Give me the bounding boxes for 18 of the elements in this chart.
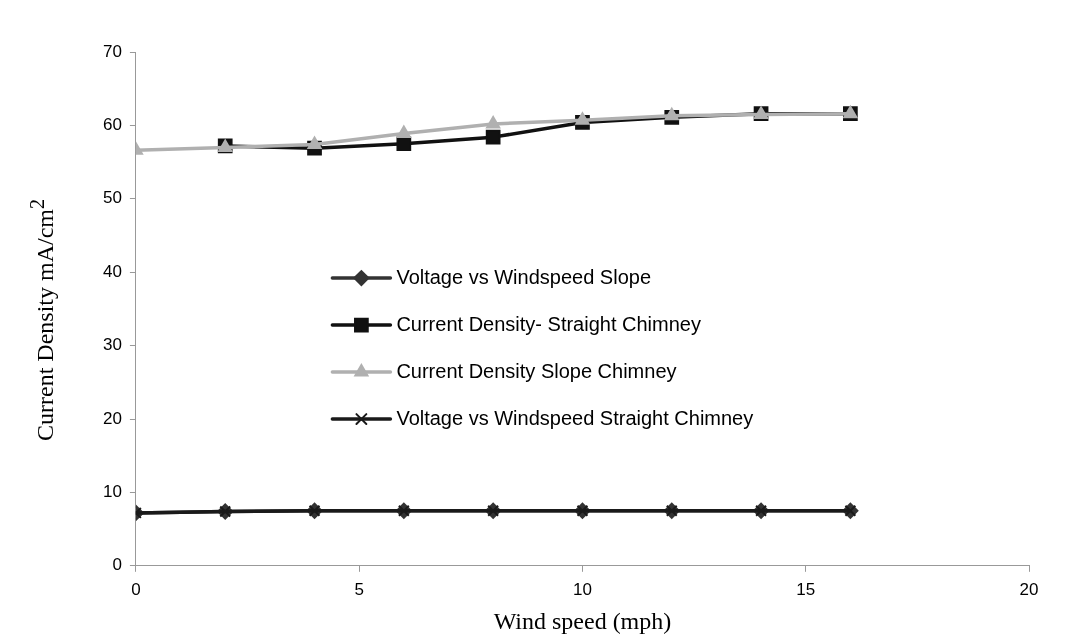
legend-label: Current Density- Straight Chimney bbox=[396, 312, 701, 335]
x-tick-label: 20 bbox=[1019, 579, 1039, 599]
y-tick-label: 20 bbox=[102, 408, 122, 428]
y-tick-label: 0 bbox=[112, 555, 122, 575]
y-tick-label: 30 bbox=[102, 335, 122, 355]
y-tick-label: 10 bbox=[102, 482, 122, 502]
legend-label: Current Density Slope Chimney bbox=[396, 359, 677, 382]
legend-label: Voltage vs Windspeed Slope bbox=[396, 265, 651, 288]
y-tick-label: 70 bbox=[102, 41, 122, 61]
x-axis-title: Wind speed (mph) bbox=[493, 607, 672, 634]
x-tick-label: 0 bbox=[131, 579, 141, 599]
x-tick-label: 5 bbox=[354, 579, 364, 599]
y-tick-label: 60 bbox=[102, 115, 122, 135]
y-tick-label: 40 bbox=[102, 261, 122, 281]
y-tick-label: 50 bbox=[102, 188, 122, 208]
x-tick-label: 10 bbox=[572, 579, 592, 599]
x-tick-label: 15 bbox=[796, 579, 816, 599]
legend-label: Voltage vs Windspeed Straight Chimney bbox=[396, 406, 754, 429]
